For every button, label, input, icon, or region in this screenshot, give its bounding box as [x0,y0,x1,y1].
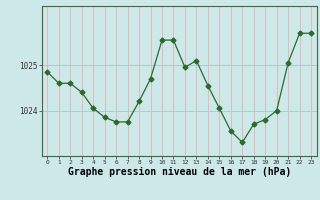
X-axis label: Graphe pression niveau de la mer (hPa): Graphe pression niveau de la mer (hPa) [68,167,291,177]
